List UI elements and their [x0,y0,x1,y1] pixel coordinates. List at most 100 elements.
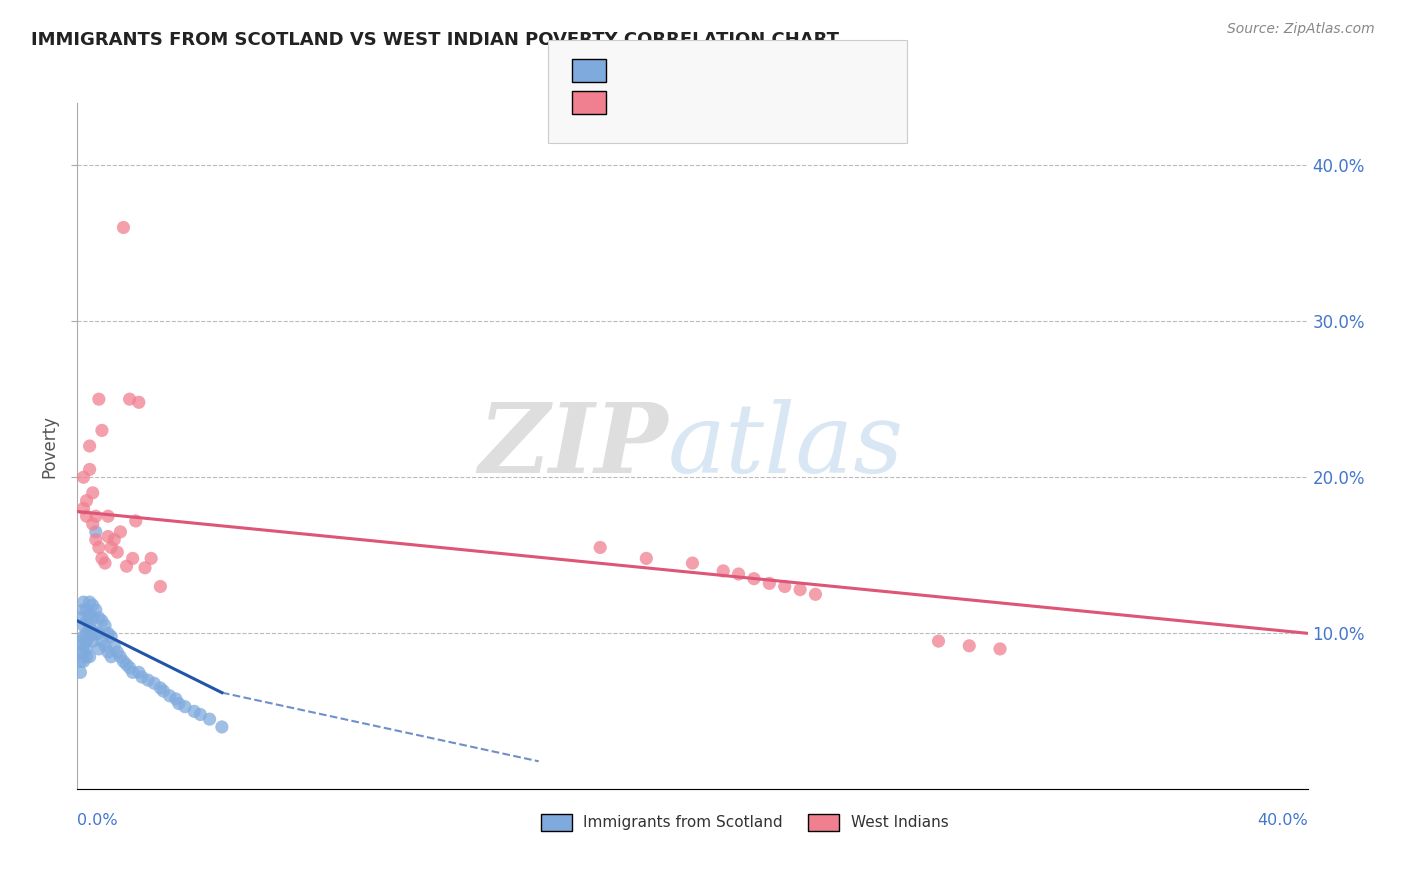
Point [76,493,98,508]
Text: IMMIGRANTS FROM SCOTLAND VS WEST INDIAN POVERTY CORRELATION CHART: IMMIGRANTS FROM SCOTLAND VS WEST INDIAN … [31,31,839,49]
Point [167,697,190,711]
Point [76,626,98,640]
Point [79,595,101,609]
Y-axis label: Poverty: Poverty [41,415,59,477]
Point [115,657,138,672]
Point [76,509,98,524]
Point [125,514,148,528]
Text: R =: R = [614,62,651,79]
Point [72,603,94,617]
Point [110,524,132,539]
Point [69,634,91,648]
Point [72,501,94,516]
Text: 40.0%: 40.0% [1257,814,1308,828]
Point [72,470,94,484]
Point [84,524,107,539]
Point [97,530,120,544]
Point [87,642,110,657]
Point [773,580,796,594]
Point [79,618,101,632]
Point [118,392,141,407]
Point [82,485,104,500]
Point [69,665,91,680]
Point [82,623,104,637]
Point [789,582,811,597]
Point [136,673,159,687]
Point [128,395,150,409]
Point [87,610,110,624]
Text: -0.277: -0.277 [654,62,713,79]
Point [94,618,117,632]
Point [84,509,107,524]
Point [79,607,101,622]
Point [105,545,128,559]
Point [97,645,120,659]
Text: -0.150: -0.150 [654,94,713,112]
Point [84,603,107,617]
Point [141,551,163,566]
Point [79,439,101,453]
Point [94,639,117,653]
Text: Immigrants from Scotland: Immigrants from Scotland [583,815,783,830]
Point [76,649,98,664]
Point [183,705,205,719]
Point [76,603,98,617]
Point [134,561,156,575]
Point [211,720,233,734]
Point [69,610,91,624]
Point [636,551,658,566]
Text: West Indians: West Indians [851,815,949,830]
Text: 43: 43 [779,94,803,112]
Point [128,665,150,680]
Point [758,576,780,591]
Point [69,655,91,669]
Point [188,707,212,722]
Point [72,637,94,651]
Text: atlas: atlas [668,399,904,493]
Point [112,220,135,235]
Point [103,533,125,547]
Point [79,462,101,476]
Text: 62: 62 [779,62,801,79]
Point [90,551,114,566]
Point [121,551,143,566]
Point [72,630,94,644]
Point [159,689,181,703]
Point [100,541,122,555]
Point [742,572,765,586]
Point [100,649,122,664]
Point [76,634,98,648]
Point [165,692,187,706]
Point [84,533,107,547]
Point [82,599,104,613]
Point [115,559,138,574]
Point [589,541,612,555]
Text: 0.0%: 0.0% [77,814,118,828]
Point [79,649,101,664]
Point [84,626,107,640]
Point [682,556,704,570]
Point [103,639,125,653]
Point [90,634,114,648]
Point [121,665,143,680]
Point [198,712,221,726]
Point [76,642,98,657]
Point [149,681,172,695]
Point [804,587,827,601]
Point [87,392,110,407]
Point [152,684,174,698]
Point [72,595,94,609]
Point [94,556,117,570]
Text: R =: R = [614,94,651,112]
Point [110,649,132,664]
Point [72,655,94,669]
Point [100,630,122,644]
Point [76,614,98,628]
Point [72,645,94,659]
Point [118,660,141,674]
Text: Source: ZipAtlas.com: Source: ZipAtlas.com [1227,22,1375,37]
Text: N =: N = [744,62,780,79]
Point [82,634,104,648]
Point [87,541,110,555]
Point [957,639,980,653]
